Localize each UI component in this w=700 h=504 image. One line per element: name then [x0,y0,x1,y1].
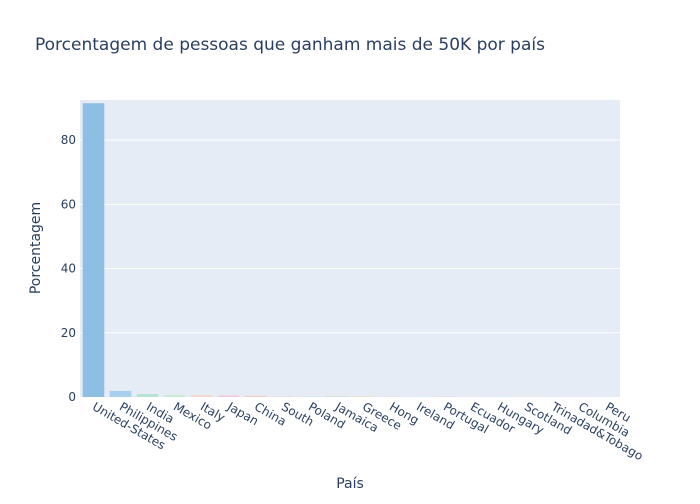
bar-philippines[interactable] [110,391,132,397]
y-tick-label: 80 [61,133,76,147]
y-tick-label: 60 [61,197,76,211]
chart-title: Porcentagem de pessoas que ganham mais d… [35,35,545,55]
bar-south[interactable] [272,396,294,397]
bar-china[interactable] [245,396,267,397]
plot-area [80,100,620,397]
bar-italy[interactable] [191,395,213,397]
bar-mexico[interactable] [164,395,186,397]
bar-poland[interactable] [299,396,321,397]
x-axis-title: País [336,476,364,492]
bar-hong[interactable] [380,396,402,397]
bar-jamaica[interactable] [326,396,348,397]
bar-greece[interactable] [353,396,375,397]
bar-india[interactable] [137,394,159,397]
y-tick-label: 0 [68,390,76,404]
y-tick-label: 20 [61,326,76,340]
bar-japan[interactable] [218,396,240,397]
y-tick-label: 40 [61,262,76,276]
bar-united-states[interactable] [83,103,105,397]
y-axis-title: Porcentagem [28,202,44,294]
